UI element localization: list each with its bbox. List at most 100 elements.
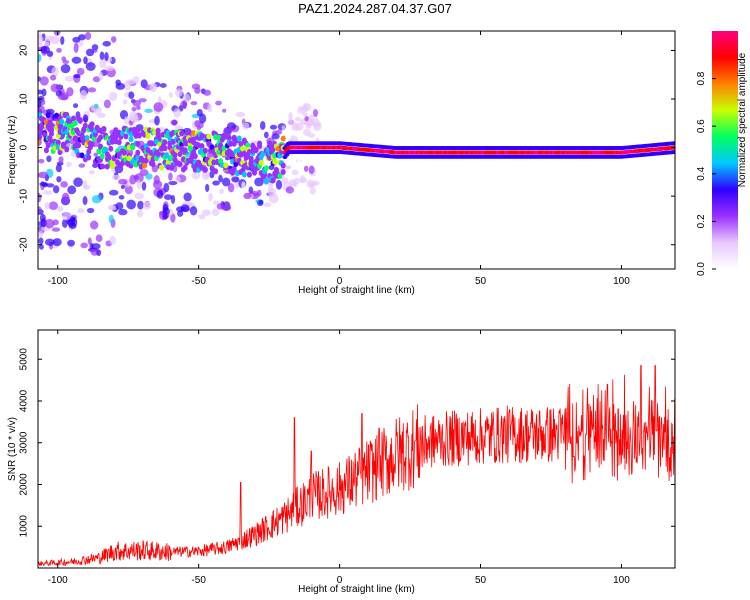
spectrogram-cell [103, 99, 111, 109]
spectrogram-cell [189, 206, 198, 216]
spectrogram-cell [227, 183, 235, 193]
spectrogram-cell [190, 101, 198, 106]
spectrogram-cell [263, 165, 269, 172]
spectrogram-cell [288, 111, 293, 122]
spectrogram-cell [233, 160, 239, 167]
spectrogram-cell [48, 201, 59, 211]
spectrogram-cell [108, 214, 114, 224]
y-tick-label: 1000 [19, 515, 30, 538]
spectrogram-cell [231, 176, 240, 183]
spectrogram-cell [56, 176, 62, 183]
spectrogram-cell [108, 91, 118, 101]
spectrogram-cell [64, 146, 70, 153]
spectrogram-cell [299, 175, 306, 183]
spectrogram-cell [142, 201, 151, 210]
spectrogram-cell [54, 112, 60, 119]
spectrogram-cell [142, 162, 148, 169]
spectrogram-cell [123, 133, 129, 140]
spectrogram-cell [215, 100, 222, 106]
spectrogram-cell [110, 36, 117, 43]
spectrogram-cell [49, 74, 57, 81]
spectrogram-cell [73, 177, 83, 188]
spectrogram-cell [225, 110, 232, 117]
spectrogram-cell [81, 127, 87, 134]
spectrogram-cell [288, 102, 296, 110]
spectrogram-cell [155, 131, 161, 138]
spectrogram-cell [49, 122, 55, 129]
spectrogram-cell [267, 140, 273, 147]
spectrogram-cell [64, 129, 70, 136]
spectrogram-cell [168, 180, 178, 186]
spectrogram-cell [38, 138, 41, 145]
y-tick-label: 20 [19, 44, 30, 56]
spectrogram-cell [270, 177, 276, 184]
spectrogram-cell [281, 177, 289, 185]
spectrogram-cell [52, 185, 60, 194]
spectrogram-cell [66, 87, 74, 97]
spectrogram-cell [180, 100, 188, 109]
spectrogram-cell [82, 114, 89, 123]
spectrogram-cell [79, 152, 85, 159]
snr-frame [37, 329, 676, 569]
spectrogram-cell [280, 162, 286, 169]
spectrogram-cell [58, 94, 68, 101]
spectrogram-cell [61, 192, 70, 203]
spectrogram-cell [93, 152, 99, 157]
spectrogram-cell [55, 139, 61, 146]
spectrogram-cell [60, 181, 68, 188]
spectrogram-cell [158, 164, 164, 171]
spectrogram-cell [122, 99, 128, 105]
spectrogram-cell [212, 180, 220, 186]
spectrogram-cell [253, 147, 259, 154]
spectrogram-cell [118, 195, 125, 200]
spectrogram-cell [73, 43, 79, 54]
spectrogram-cell [251, 169, 257, 176]
spectrogram-cell [671, 141, 675, 146]
spectrogram-cell [84, 31, 92, 41]
spectrogram-cell [118, 178, 128, 185]
spectrogram-cell [41, 23, 49, 31]
spectrogram-cell [135, 149, 141, 156]
spectrogram-cell [168, 92, 174, 98]
spectrogram-cell [257, 143, 263, 150]
spectrogram-cell [62, 46, 67, 56]
spectrogram-cell [60, 142, 66, 149]
spectrogram-cell [192, 153, 198, 160]
spectrogram-cell [303, 165, 309, 172]
spectrogram-cell [86, 207, 95, 214]
spectrogram-cell [219, 188, 224, 195]
x-tick-label: 100 [613, 276, 630, 287]
spectrogram-cell [60, 36, 65, 45]
spectrogram-cell [260, 150, 266, 157]
spectrogram-cell [241, 171, 247, 178]
spectrogram-cell [243, 192, 252, 200]
spectrogram-cell [172, 151, 178, 158]
spectrogram-cell [39, 181, 49, 187]
spectrogram-cell [82, 122, 88, 129]
spectrogram-cell [153, 102, 164, 112]
spectrogram-cell [67, 185, 77, 195]
spectrogram-cell [85, 48, 95, 57]
spectrogram-cell [102, 40, 111, 47]
spectrogram-cell [46, 155, 52, 163]
spectrogram-cell [272, 158, 278, 165]
spectrogram-cell [34, 22, 42, 31]
spectrogram-cell [87, 237, 92, 245]
spectrogram-cell [99, 163, 105, 170]
spectrogram-cell [35, 16, 44, 21]
spectrogram-cell [144, 108, 153, 114]
spectrogram-cell [221, 177, 231, 187]
spectrogram-cell [101, 125, 107, 132]
spectrogram-cell [120, 184, 125, 189]
spectrogram-cell [133, 175, 140, 180]
snr-series [38, 365, 675, 567]
spectrogram-x-axis-label: Height of straight line (km) [298, 285, 415, 296]
spectrogram-cell [201, 209, 211, 216]
spectrogram-cell [132, 99, 142, 107]
spectrogram-cell [136, 105, 141, 110]
x-tick-label: 0 [337, 575, 343, 586]
spectrogram-cell [128, 111, 138, 122]
spectrogram-frame [37, 30, 676, 270]
spectrogram-cell [96, 148, 102, 155]
